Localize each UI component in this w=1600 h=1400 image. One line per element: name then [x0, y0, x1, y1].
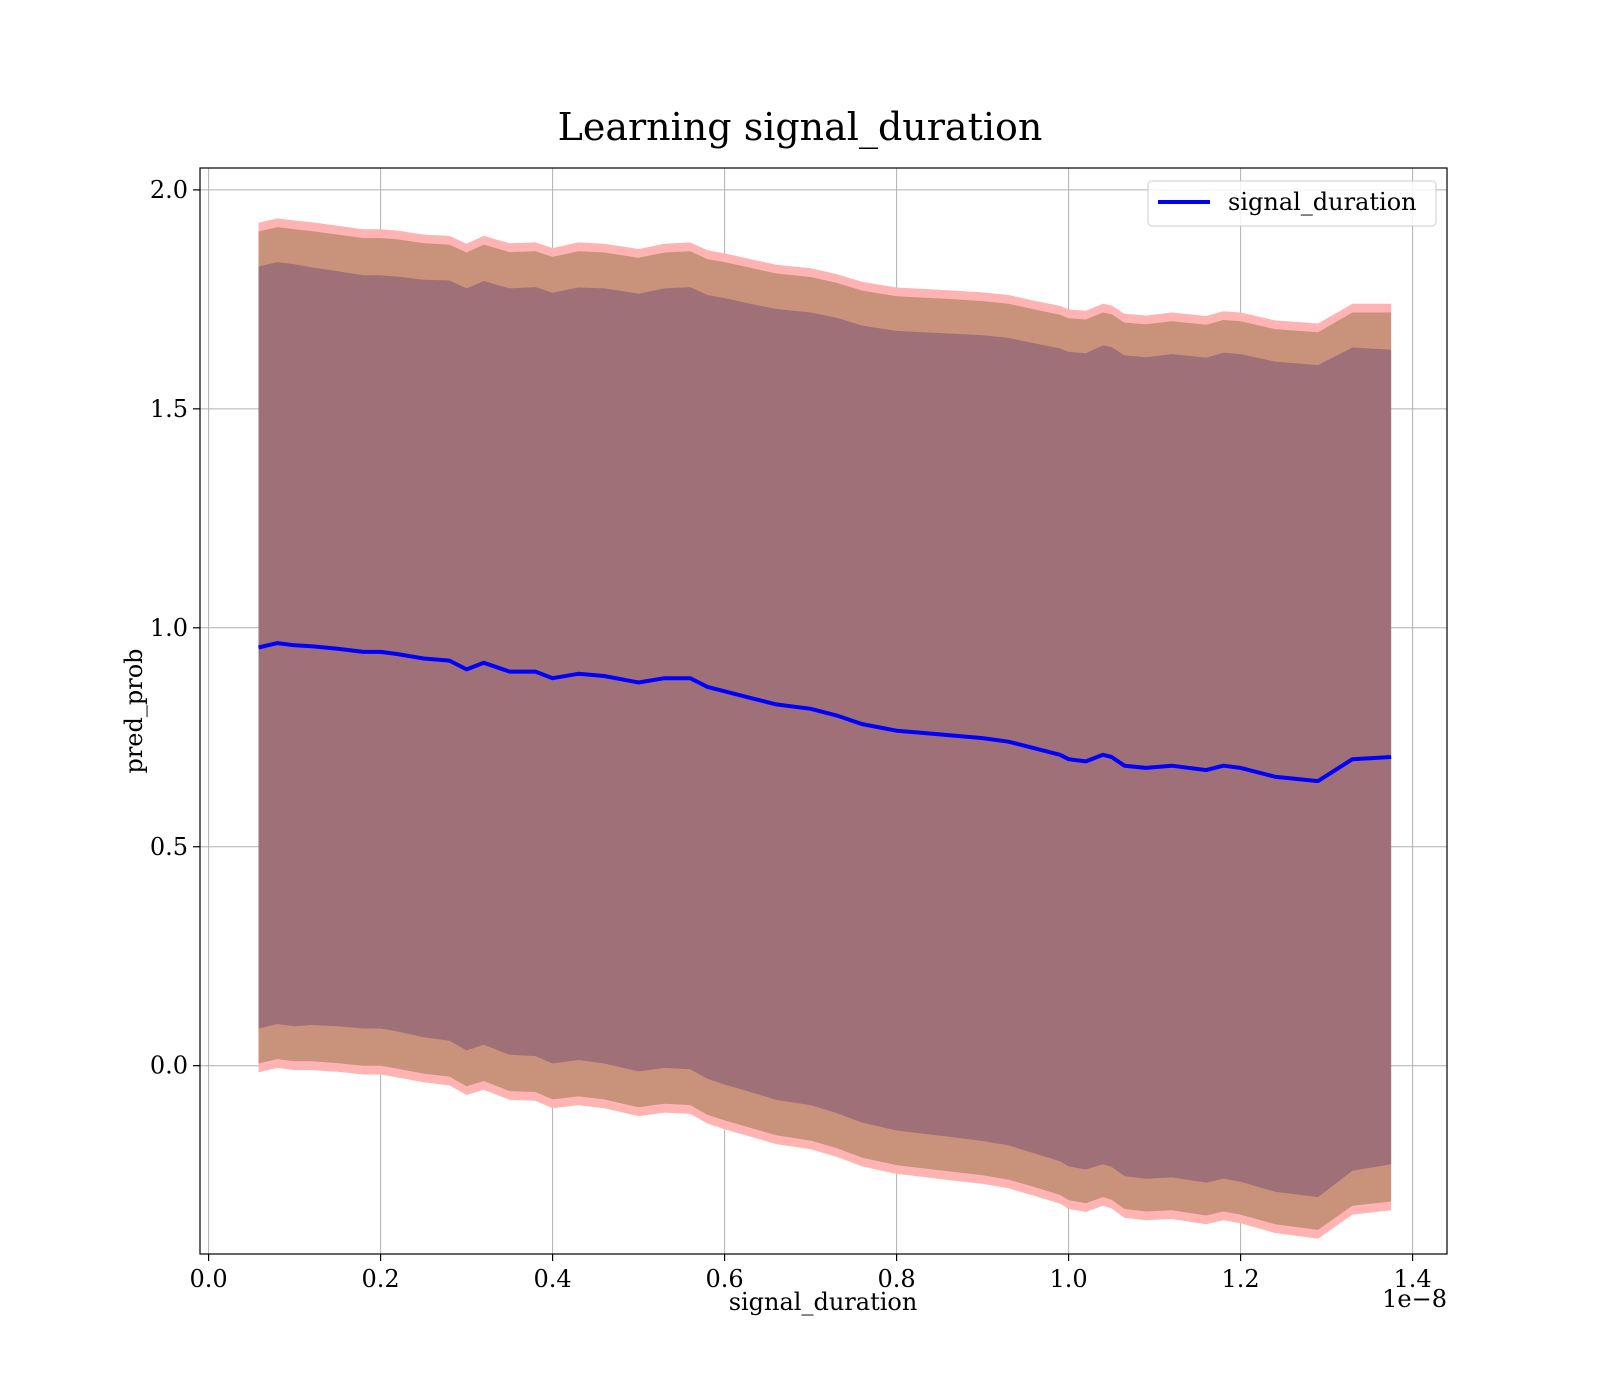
x-tick-label: 1.4 — [1394, 1265, 1432, 1293]
legend: signal_duration — [1147, 180, 1437, 227]
x-axis-label: signal_duration — [729, 1288, 918, 1316]
x-tick-label: 0.0 — [190, 1265, 228, 1293]
x-tick-label: 0.6 — [706, 1265, 744, 1293]
x-tick-label: 0.2 — [362, 1265, 400, 1293]
y-tick-label: 0.0 — [150, 1052, 188, 1080]
series-line-signal_duration — [258, 641, 1392, 784]
y-axis: 0.0 0.5 1.0 1.5 2.0 — [150, 176, 200, 1080]
x-tick-label: 0.8 — [878, 1265, 916, 1293]
x-tick-label: 1.2 — [1222, 1265, 1260, 1293]
y-tick-label: 0.5 — [150, 833, 188, 861]
plot-area — [200, 168, 1447, 1254]
x-axis: 0.0 0.2 0.4 0.6 0.8 1.0 1.2 1.4 — [190, 1254, 1432, 1293]
x-tick-label: 0.4 — [534, 1265, 572, 1293]
chart-title: Learning signal_duration — [558, 105, 1043, 150]
legend-label: signal_duration — [1228, 188, 1417, 216]
y-axis-label: pred_prob — [120, 648, 148, 773]
x-axis-offset-label: 1e−8 — [1382, 1285, 1447, 1313]
band-inner — [258, 262, 1392, 1198]
y-tick-label: 1.5 — [150, 395, 188, 423]
x-tick-label: 1.0 — [1050, 1265, 1088, 1293]
y-tick-label: 1.0 — [150, 614, 188, 642]
plot-frame — [199, 167, 1448, 1255]
legend-box — [1147, 180, 1437, 227]
y-tick-label: 2.0 — [150, 176, 188, 204]
